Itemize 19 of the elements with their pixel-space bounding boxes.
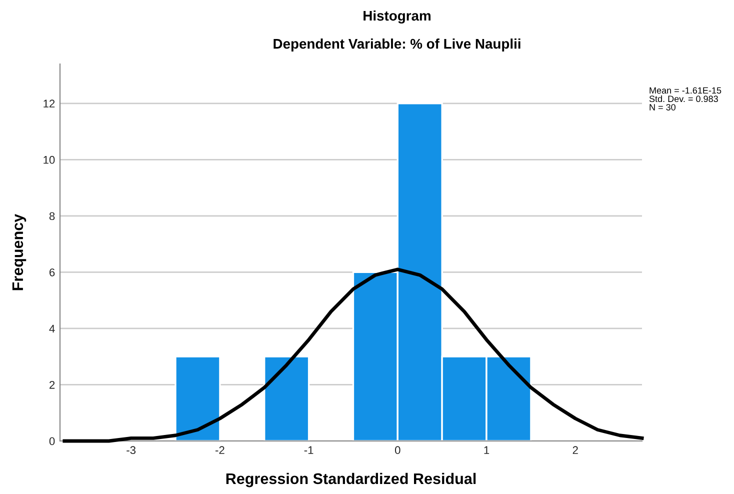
y-tick-label: 12 bbox=[44, 100, 55, 108]
x-axis-title: Regression Standardized Residual bbox=[226, 472, 476, 488]
y-tick-label: 10 bbox=[44, 156, 55, 164]
y-axis-title: Frequency bbox=[12, 214, 26, 290]
y-tick-label: 8 bbox=[49, 212, 55, 220]
y-tick-label: 0 bbox=[49, 437, 55, 446]
chart-subtitle: Dependent Variable: % of Live Nauplii bbox=[274, 38, 520, 52]
y-tick-label: 4 bbox=[49, 324, 55, 332]
x-tick-label: -2 bbox=[215, 446, 224, 454]
x-tick-label: -3 bbox=[126, 446, 136, 454]
y-tick-label: 2 bbox=[50, 381, 55, 389]
chart-title: Histogram bbox=[364, 10, 430, 24]
x-tick-label: 1 bbox=[484, 446, 490, 454]
text: Mean = -1.61E-15 Std. Dev. = 0.983 N = 30 bbox=[649, 87, 722, 110]
line-series bbox=[62, 268, 644, 443]
y-tick-label: 6 bbox=[50, 268, 55, 276]
x-tick-label: 2 bbox=[572, 446, 578, 454]
x-tick-label: 0 bbox=[394, 446, 400, 454]
x-tick-label: -1 bbox=[304, 446, 314, 454]
